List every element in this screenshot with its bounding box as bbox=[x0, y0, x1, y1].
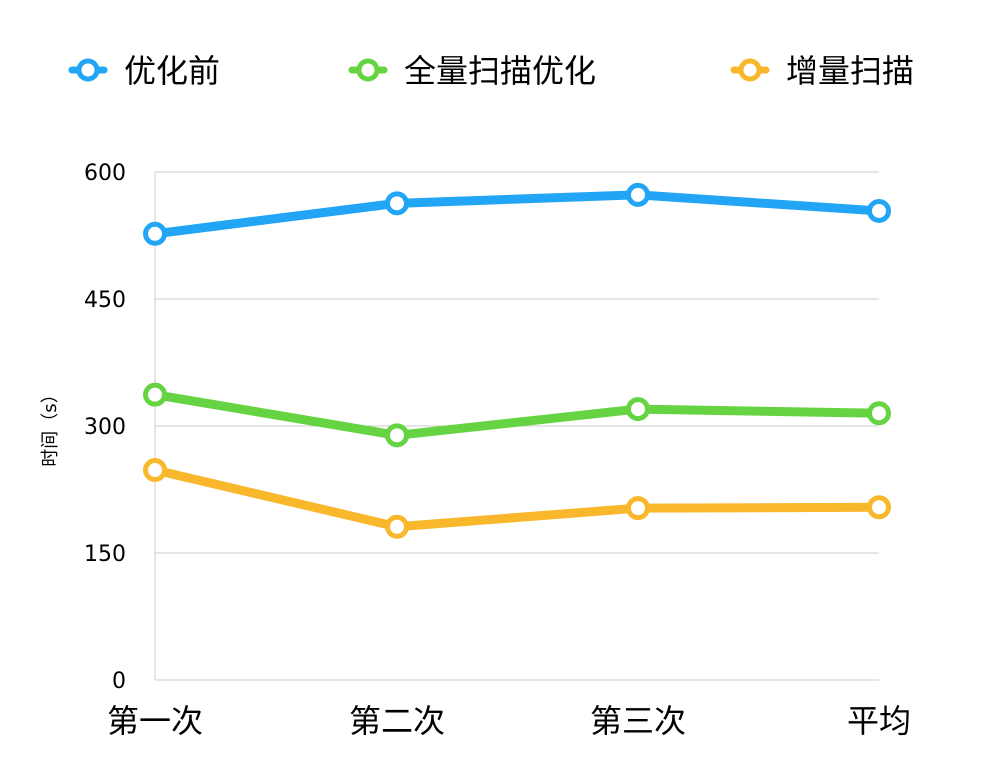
data-point bbox=[385, 423, 409, 448]
data-point bbox=[385, 191, 409, 216]
data-point bbox=[385, 514, 409, 539]
legend-label: 增量扫描 bbox=[786, 52, 914, 90]
legend-label: 全量扫描优化 bbox=[404, 52, 596, 90]
data-point bbox=[626, 182, 650, 207]
legend-marker bbox=[356, 58, 380, 82]
x-tick-label: 第三次 bbox=[590, 702, 686, 740]
y-tick-label: 150 bbox=[84, 542, 126, 567]
data-point bbox=[143, 221, 167, 246]
data-point bbox=[867, 401, 891, 426]
y-tick-label: 450 bbox=[84, 288, 126, 313]
x-tick-label: 第一次 bbox=[107, 702, 203, 740]
y-tick-label: 0 bbox=[112, 669, 126, 694]
data-point bbox=[867, 198, 891, 223]
y-axis-label: 时间（s） bbox=[40, 385, 61, 466]
data-point bbox=[626, 496, 650, 521]
legend-marker bbox=[76, 58, 100, 82]
x-tick-label: 第二次 bbox=[349, 702, 445, 740]
series-line bbox=[150, 465, 884, 532]
series-line bbox=[150, 390, 884, 440]
series-line bbox=[150, 190, 884, 239]
legend-label: 优化前 bbox=[124, 52, 220, 90]
y-tick-label: 600 bbox=[84, 161, 126, 186]
y-tick-label: 300 bbox=[84, 415, 126, 440]
data-point bbox=[143, 458, 167, 483]
data-point bbox=[143, 382, 167, 407]
data-point bbox=[626, 397, 650, 422]
x-tick-label: 平均 bbox=[847, 702, 911, 740]
legend-marker bbox=[738, 58, 762, 82]
data-point bbox=[867, 495, 891, 520]
